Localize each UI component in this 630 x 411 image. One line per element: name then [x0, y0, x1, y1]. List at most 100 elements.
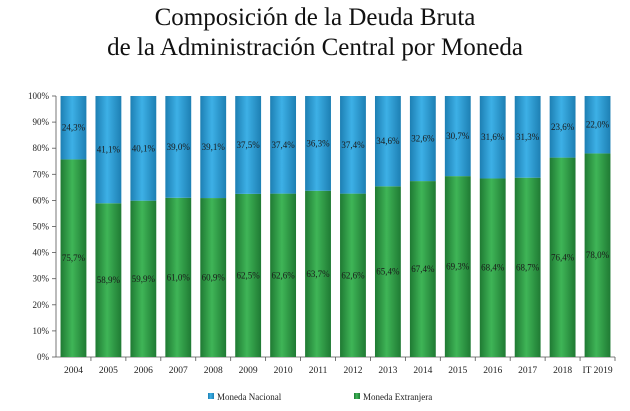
data-label-moneda-extranjera: 59,9% [132, 274, 156, 284]
x-tick-label: 2017 [518, 366, 537, 376]
bar-moneda-nacional [305, 96, 331, 191]
bar-moneda-extranjera [270, 193, 297, 357]
bar-moneda-extranjera [584, 153, 611, 357]
data-label-moneda-extranjera: 76,4% [551, 252, 575, 262]
x-tick-label: IT 2019 [582, 366, 612, 376]
x-tick-label: 2014 [413, 366, 432, 376]
bar-moneda-extranjera [514, 177, 541, 357]
bar-moneda-nacional [270, 96, 297, 194]
data-label-moneda-nacional: 39,0% [167, 142, 191, 152]
bar-moneda-extranjera [479, 178, 506, 357]
data-label-moneda-nacional: 34,6% [376, 136, 400, 146]
legend-swatch-moneda-extranjera [354, 393, 360, 399]
bar-moneda-extranjera [95, 203, 122, 357]
chart-legend: Moneda Nacional Moneda Extranjera [208, 392, 432, 402]
y-tick-label: 70% [33, 169, 50, 179]
bar-moneda-extranjera [549, 157, 576, 357]
y-tick-label: 50% [33, 222, 50, 232]
data-label-moneda-nacional: 23,6% [551, 122, 575, 132]
bar-moneda-nacional [584, 96, 611, 154]
x-tick-label: 2007 [169, 366, 188, 376]
data-label-moneda-nacional: 37,4% [341, 140, 365, 150]
x-tick-label: 2016 [483, 366, 502, 376]
legend-label-moneda-nacional: Moneda Nacional [217, 392, 282, 402]
x-tick-label: 2009 [239, 366, 258, 376]
bar-moneda-nacional [200, 96, 227, 199]
bar-moneda-extranjera [60, 159, 87, 357]
bar-moneda-nacional [549, 96, 576, 158]
y-tick-label: 0% [37, 352, 50, 362]
y-tick-label: 90% [33, 117, 50, 127]
data-label-moneda-nacional: 37,4% [271, 140, 295, 150]
bar-moneda-nacional [340, 96, 366, 194]
legend-swatch-moneda-nacional [208, 393, 214, 399]
data-label-moneda-extranjera: 75,7% [62, 253, 86, 263]
data-label-moneda-extranjera: 78,0% [586, 250, 610, 260]
data-label-moneda-extranjera: 68,4% [481, 263, 505, 273]
data-label-moneda-nacional: 24,3% [62, 123, 86, 133]
bar-moneda-extranjera [444, 176, 471, 357]
bar-moneda-nacional [514, 96, 541, 178]
bar-moneda-nacional [479, 96, 506, 179]
bar-moneda-extranjera [340, 193, 366, 357]
data-label-moneda-nacional: 37,5% [237, 140, 261, 150]
bar-moneda-nacional [444, 96, 471, 177]
data-label-moneda-nacional: 31,3% [516, 132, 540, 142]
chart-bars [60, 96, 611, 357]
data-label-moneda-extranjera: 62,5% [237, 270, 261, 280]
data-label-moneda-nacional: 36,3% [306, 138, 330, 148]
y-tick-label: 80% [33, 143, 50, 153]
bar-moneda-nacional [60, 96, 87, 160]
x-tick-label: 2012 [343, 366, 362, 376]
data-label-moneda-nacional: 39,1% [202, 142, 226, 152]
y-tick-label: 30% [33, 274, 50, 284]
bar-moneda-extranjera [374, 186, 401, 357]
x-tick-label: 2011 [309, 366, 328, 376]
data-label-moneda-nacional: 22,0% [586, 120, 610, 130]
bar-moneda-nacional [130, 96, 157, 201]
x-tick-label: 2015 [448, 366, 467, 376]
data-label-moneda-extranjera: 67,4% [411, 264, 435, 274]
data-label-moneda-nacional: 41,1% [97, 145, 121, 155]
data-label-moneda-extranjera: 60,9% [202, 273, 226, 283]
bar-moneda-extranjera [130, 200, 157, 357]
data-label-moneda-extranjera: 61,0% [167, 272, 191, 282]
bar-moneda-nacional [374, 96, 401, 187]
data-label-moneda-nacional: 30,7% [446, 131, 470, 141]
bar-moneda-extranjera [235, 193, 262, 357]
x-tick-label: 2010 [274, 366, 293, 376]
y-tick-label: 40% [33, 248, 50, 258]
data-label-moneda-extranjera: 63,7% [306, 269, 330, 279]
bar-moneda-nacional [235, 96, 262, 194]
data-label-moneda-extranjera: 62,6% [271, 270, 295, 280]
bar-moneda-nacional [95, 96, 122, 204]
x-tick-label: 2004 [64, 366, 83, 376]
data-label-moneda-extranjera: 69,3% [446, 262, 470, 272]
data-label-moneda-extranjera: 62,6% [341, 270, 365, 280]
data-label-moneda-nacional: 31,6% [481, 132, 505, 142]
bar-moneda-extranjera [305, 190, 331, 357]
data-label-moneda-nacional: 32,6% [411, 134, 435, 144]
y-tick-label: 10% [33, 326, 50, 336]
y-tick-label: 100% [28, 91, 50, 101]
chart-title-line1: Composición de la Deuda Bruta [154, 4, 476, 31]
y-tick-label: 60% [33, 195, 50, 205]
bar-moneda-nacional [409, 96, 436, 182]
data-label-moneda-extranjera: 65,4% [376, 267, 400, 277]
data-label-moneda-extranjera: 58,9% [97, 275, 121, 285]
x-tick-label: 2018 [553, 366, 572, 376]
x-tick-label: 2005 [99, 366, 118, 376]
chart-data-labels: 75,7% 24,3% 58,9% 41,1% 59,9% 40,1% 61,0% 39,0%… [62, 120, 610, 285]
legend-label-moneda-extranjera: Moneda Extranjera [363, 392, 432, 402]
bar-moneda-nacional [165, 96, 192, 198]
bar-moneda-extranjera [200, 198, 227, 357]
x-tick-label: 2008 [204, 366, 223, 376]
x-tick-label: 2006 [134, 366, 153, 376]
x-tick-label: 2013 [378, 366, 397, 376]
data-label-moneda-nacional: 40,1% [132, 143, 156, 153]
y-tick-label: 20% [33, 300, 50, 310]
bar-moneda-extranjera [165, 197, 192, 357]
bar-moneda-extranjera [409, 181, 436, 357]
chart-title-line2: de la Administración Central por Moneda [107, 34, 523, 61]
